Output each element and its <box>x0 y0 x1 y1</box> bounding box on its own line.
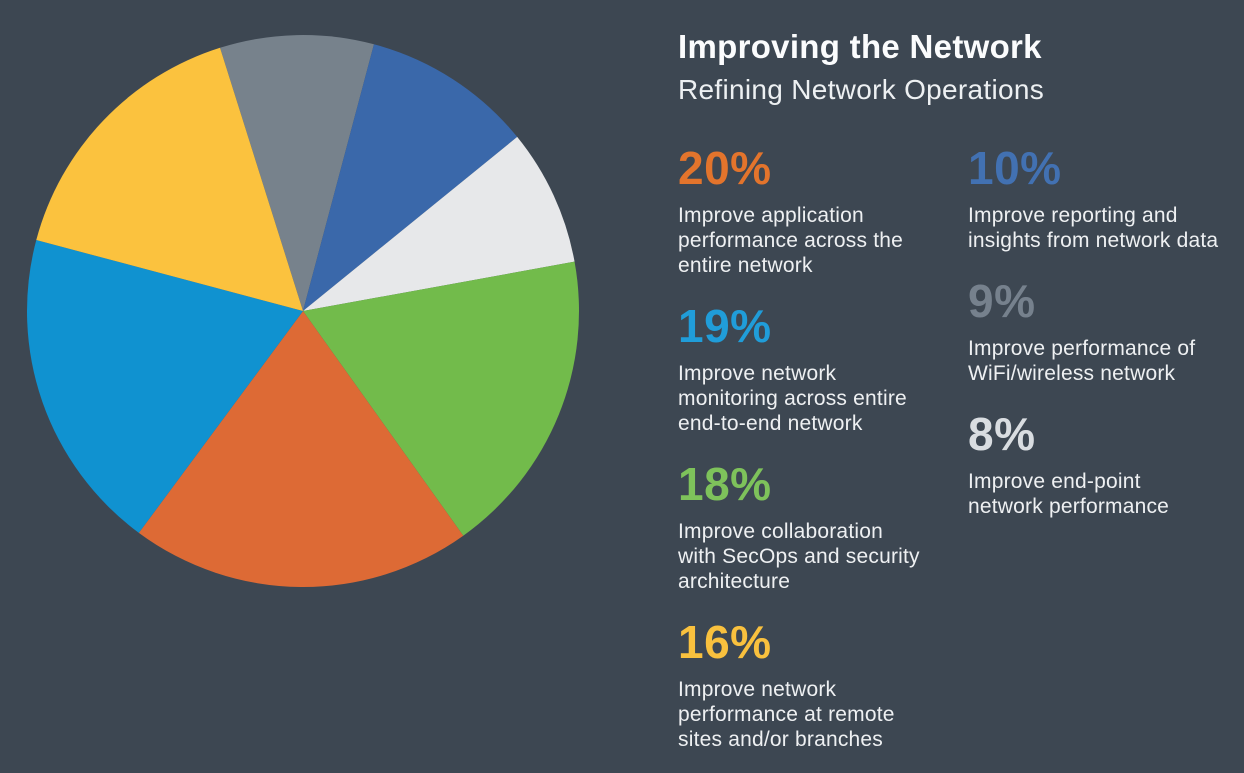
pie-slice-10pct <box>303 44 518 311</box>
pie-slice-8pct <box>303 136 575 311</box>
stat-percent: 20% <box>678 142 772 194</box>
pie-slice-16pct <box>36 47 303 312</box>
stat-description: Improve network performance at remote si… <box>678 678 895 751</box>
legend-panel: Improving the Network Refining Network O… <box>678 28 1238 773</box>
stat-block-8pct: 8% Improve end-point network performance <box>968 408 1238 519</box>
pie-slice-18pct <box>303 261 579 536</box>
stat-percent: 18% <box>678 458 772 510</box>
stat-percent: 9% <box>968 275 1036 327</box>
stats-column-right: 10% Improve reporting and insights from … <box>968 142 1238 773</box>
stat-percent: 19% <box>678 300 772 352</box>
pie-slice-19pct <box>27 240 304 533</box>
stat-description: Improve network monitoring across entire… <box>678 362 907 435</box>
stats-columns: 20% Improve application performance acro… <box>678 142 1238 773</box>
pie-chart-container <box>0 0 620 640</box>
stat-block-16pct: 16% Improve network performance at remot… <box>678 616 968 752</box>
stat-block-10pct: 10% Improve reporting and insights from … <box>968 142 1238 253</box>
stat-percent: 10% <box>968 142 1062 194</box>
stat-block-9pct: 9% Improve performance of WiFi/wireless … <box>968 275 1238 386</box>
stat-description: Improve reporting and insights from netw… <box>968 204 1219 252</box>
stat-block-18pct: 18% Improve collaboration with SecOps an… <box>678 458 968 594</box>
stat-percent: 16% <box>678 616 772 668</box>
stat-description: Improve application performance across t… <box>678 204 904 277</box>
page-subtitle: Refining Network Operations <box>678 74 1045 105</box>
stat-percent: 8% <box>968 408 1036 460</box>
pie-slice-9pct <box>220 34 374 312</box>
stat-description: Improve end-point network performance <box>968 470 1170 518</box>
pie-chart <box>27 34 579 587</box>
stat-description: Improve collaboration with SecOps and se… <box>678 520 920 593</box>
stat-description: Improve performance of WiFi/wireless net… <box>968 337 1196 385</box>
stats-column-left: 20% Improve application performance acro… <box>678 142 968 773</box>
pie-slice-20pct <box>138 311 464 587</box>
page-title: Improving the Network <box>678 28 1042 65</box>
stat-block-20pct: 20% Improve application performance acro… <box>678 142 968 278</box>
stat-block-19pct: 19% Improve network monitoring across en… <box>678 300 968 436</box>
